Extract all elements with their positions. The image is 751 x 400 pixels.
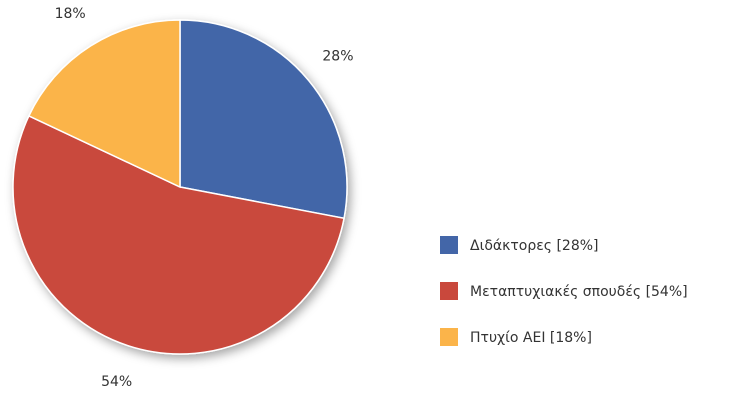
pie [12,19,348,355]
legend-label: Πτυχίο ΑΕΙ [18%] [470,330,592,346]
pie-slice [179,19,348,220]
legend-swatch [440,328,458,346]
legend-label: Διδάκτορες [28%] [470,238,599,254]
legend-swatch [440,282,458,300]
pie-slice [27,19,181,189]
data-label: 54% [101,374,132,390]
data-label: 28% [322,48,353,64]
legend-label: Μεταπτυχιακές σπουδές [54%] [470,284,688,300]
data-label: 18% [55,6,86,22]
pie-slice [12,114,345,355]
legend-swatch [440,236,458,254]
